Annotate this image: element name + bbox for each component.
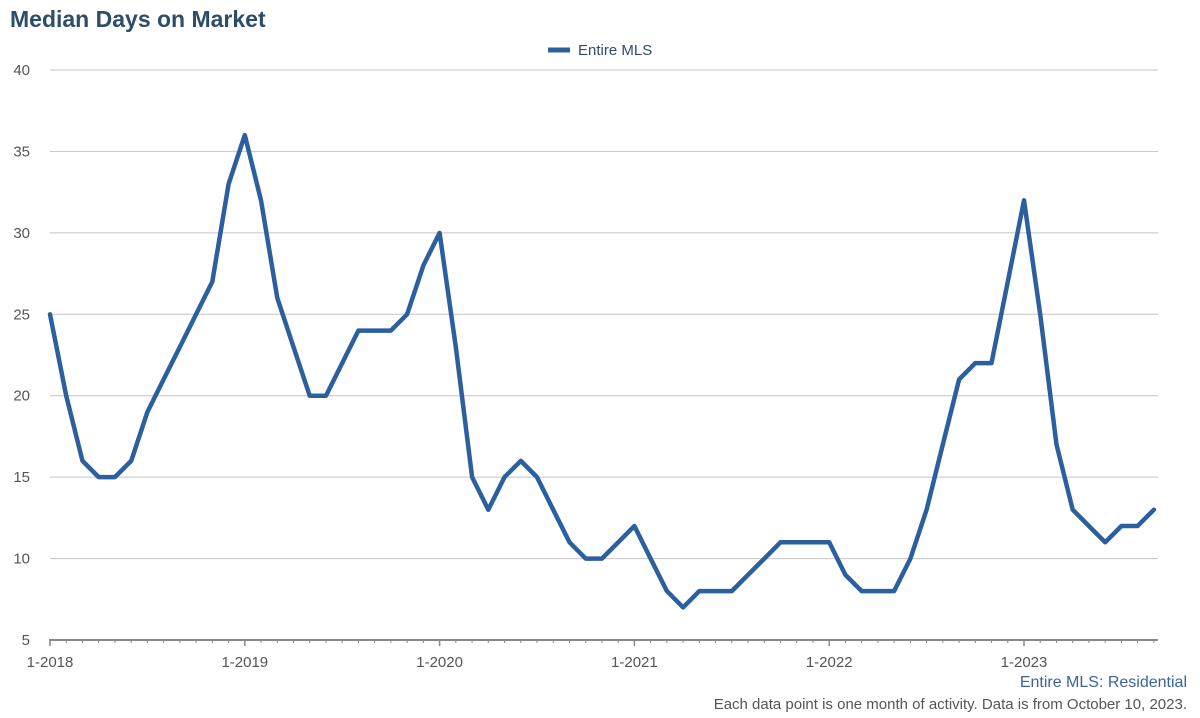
legend-label: Entire MLS	[578, 42, 652, 59]
y-tick-label: 10	[13, 551, 30, 568]
y-tick-label: 25	[13, 306, 30, 323]
y-tick-label: 30	[13, 225, 30, 242]
gridlines	[50, 69, 1158, 560]
y-tick-label: 35	[13, 143, 30, 160]
series-line-entire-mls	[47, 132, 1157, 610]
y-tick-label: 40	[13, 62, 30, 79]
y-tick-label: 15	[13, 469, 30, 486]
y-tick-label: 5	[22, 632, 30, 649]
x-tick-label: 1-2021	[611, 654, 658, 671]
axes: 5 10 15 20 25 30 35 40 1-2018 1-2019 1-2020 1-2021 1…	[13, 62, 1158, 671]
x-tick-label: 1-2019	[221, 654, 268, 671]
footnote: Each data point is one month of activity…	[713, 696, 1187, 713]
series-layer	[47, 132, 1157, 610]
x-tick-label: 1-2020	[416, 654, 463, 671]
x-tick-label: 1-2023	[1001, 654, 1048, 671]
y-tick-label: 20	[13, 388, 30, 405]
chart-title: Median Days on Market	[10, 6, 266, 32]
x-tick-label: 1-2022	[806, 654, 853, 671]
legend: Entire MLS	[548, 42, 652, 59]
source-note: Entire MLS: Residential	[1019, 674, 1187, 691]
x-tick-label: 1-2018	[27, 654, 74, 671]
